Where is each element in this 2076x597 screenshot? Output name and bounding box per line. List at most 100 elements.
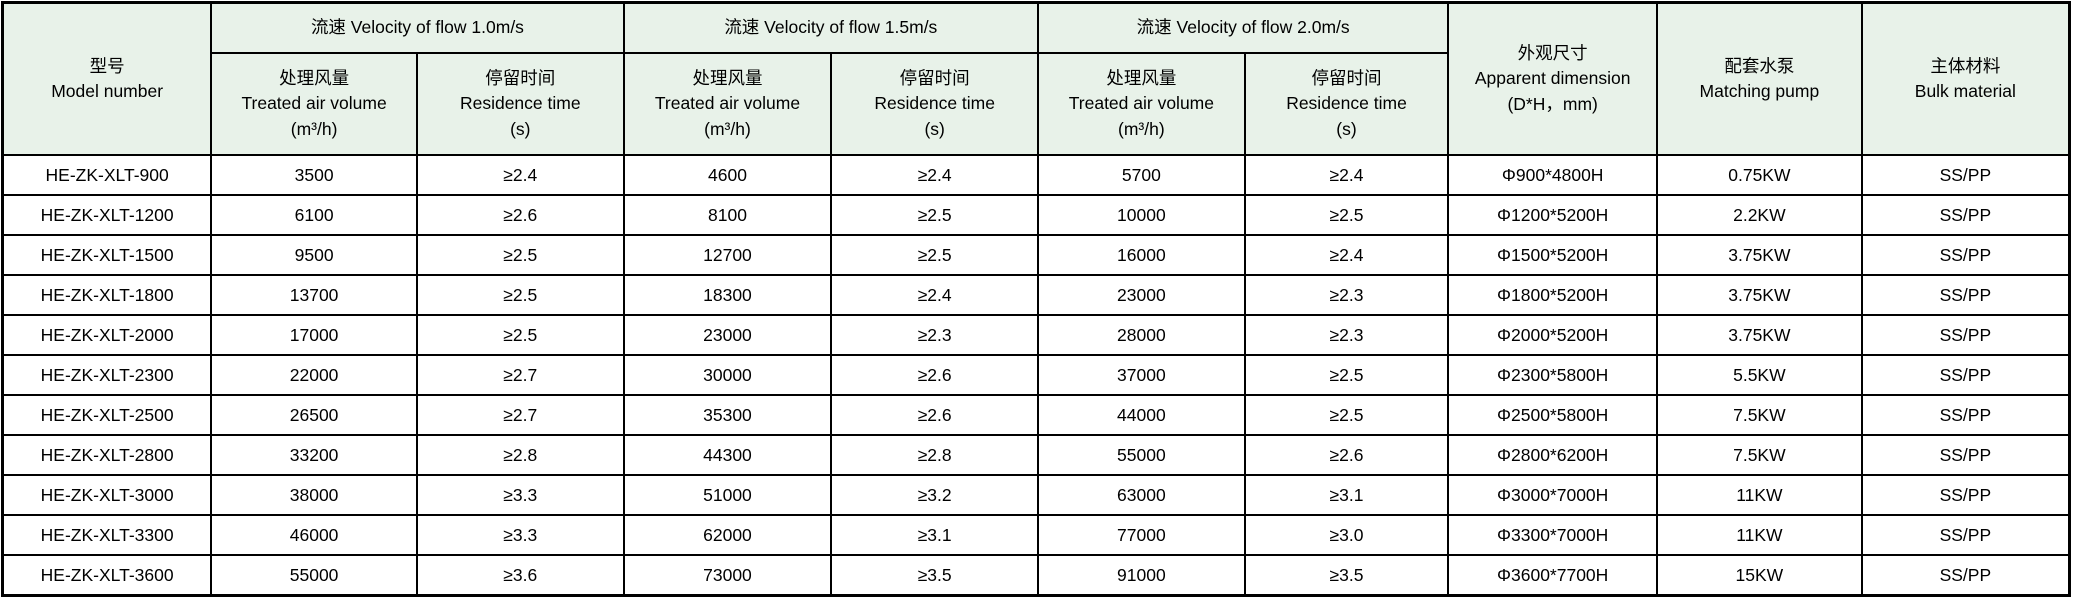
cell-bulk-material: SS/PP bbox=[1860, 154, 2071, 196]
header-pump-en: Matching pump bbox=[1699, 81, 1820, 101]
cell-apparent-dimension: Φ3000*7000H bbox=[1447, 474, 1659, 516]
cell-air-volume-1-5: 30000 bbox=[622, 354, 833, 396]
header-residence-unit: (s) bbox=[1336, 118, 1357, 139]
cell-air-volume-2-0: 23000 bbox=[1037, 274, 1246, 316]
header-air-volume-unit: (m³/h) bbox=[1118, 118, 1165, 139]
cell-model-number: HE-ZK-XLT-2300 bbox=[1, 354, 213, 396]
cell-air-volume-2-0: 5700 bbox=[1037, 154, 1246, 196]
header-air-volume-zh: 处理风量 bbox=[279, 67, 350, 88]
cell-residence-time-1-0: ≥3.3 bbox=[415, 514, 625, 556]
cell-air-volume-1-5: 44300 bbox=[622, 434, 833, 476]
cell-matching-pump: 0.75KW bbox=[1656, 154, 1863, 196]
cell-apparent-dimension: Φ1800*5200H bbox=[1447, 274, 1659, 316]
cell-air-volume-2-0: 77000 bbox=[1037, 514, 1246, 556]
cell-matching-pump: 7.5KW bbox=[1656, 434, 1863, 476]
cell-residence-time-2-0: ≥3.0 bbox=[1243, 514, 1450, 556]
table-row: HE-ZK-XLT-3300 46000 ≥3.3 62000 ≥3.1 77000 ≥3.… bbox=[1, 514, 2071, 556]
cell-bulk-material: SS/PP bbox=[1860, 274, 2071, 316]
header-residence-time-1-0: 停留时间 Residence time (s) bbox=[415, 52, 625, 156]
cell-apparent-dimension: Φ3600*7700H bbox=[1447, 554, 1659, 597]
cell-residence-time-1-5: ≥2.6 bbox=[830, 394, 1040, 436]
cell-residence-time-1-5: ≥2.5 bbox=[830, 234, 1040, 276]
cell-air-volume-2-0: 91000 bbox=[1037, 554, 1246, 597]
cell-model-number: HE-ZK-XLT-3000 bbox=[1, 474, 213, 516]
cell-air-volume-1-0: 55000 bbox=[210, 554, 418, 597]
cell-apparent-dimension: Φ2300*5800H bbox=[1447, 354, 1659, 396]
header-residence-zh: 停留时间 bbox=[1311, 67, 1382, 88]
header-velocity-group-1-5: 流速 Velocity of flow 1.5m/s bbox=[622, 1, 1040, 54]
header-residence-zh: 停留时间 bbox=[485, 67, 556, 88]
header-dimension-unit: (D*H，mm) bbox=[1507, 93, 1598, 114]
cell-residence-time-2-0: ≥2.3 bbox=[1243, 314, 1450, 356]
cell-apparent-dimension: Φ1500*5200H bbox=[1447, 234, 1659, 276]
header-dimension-en: Apparent dimension bbox=[1474, 68, 1631, 89]
header-air-volume-unit: (m³/h) bbox=[290, 118, 338, 139]
cell-residence-time-1-0: ≥2.4 bbox=[415, 154, 625, 196]
header-material-zh: 主体材料 bbox=[1930, 55, 2001, 76]
cell-model-number: HE-ZK-XLT-3600 bbox=[1, 554, 213, 597]
cell-residence-time-2-0: ≥2.3 bbox=[1243, 274, 1450, 316]
header-air-volume-en: Treated air volume bbox=[654, 93, 801, 114]
cell-residence-time-2-0: ≥2.5 bbox=[1243, 394, 1450, 436]
cell-air-volume-1-0: 6100 bbox=[210, 194, 418, 236]
cell-apparent-dimension: Φ900*4800H bbox=[1447, 154, 1659, 196]
cell-air-volume-1-5: 8100 bbox=[622, 194, 833, 236]
cell-apparent-dimension: Φ1200*5200H bbox=[1447, 194, 1659, 236]
cell-residence-time-1-5: ≥3.1 bbox=[830, 514, 1040, 556]
cell-air-volume-1-0: 46000 bbox=[210, 514, 418, 556]
cell-air-volume-1-5: 62000 bbox=[622, 514, 833, 556]
cell-bulk-material: SS/PP bbox=[1860, 234, 2071, 276]
cell-residence-time-2-0: ≥2.5 bbox=[1243, 354, 1450, 396]
header-group-row: 型号 Model number 流速 Velocity of flow 1.0m… bbox=[1, 1, 2071, 156]
header-residence-en: Residence time bbox=[874, 93, 995, 114]
header-model-number: 型号 Model number bbox=[1, 1, 213, 156]
table-row: HE-ZK-XLT-1500 9500 ≥2.5 12700 ≥2.5 16000 ≥2.4… bbox=[1, 234, 2071, 276]
cell-residence-time-1-0: ≥3.6 bbox=[415, 554, 625, 597]
cell-residence-time-1-0: ≥2.8 bbox=[415, 434, 625, 476]
cell-bulk-material: SS/PP bbox=[1860, 434, 2071, 476]
table-row: HE-ZK-XLT-2300 22000 ≥2.7 30000 ≥2.6 37000 ≥2.… bbox=[1, 354, 2071, 396]
cell-residence-time-1-5: ≥3.2 bbox=[830, 474, 1040, 516]
cell-residence-time-1-0: ≥2.7 bbox=[415, 394, 625, 436]
cell-residence-time-1-0: ≥2.7 bbox=[415, 354, 625, 396]
header-apparent-dimension: 外观尺寸 Apparent dimension (D*H，mm) bbox=[1447, 1, 1659, 156]
cell-air-volume-2-0: 28000 bbox=[1037, 314, 1246, 356]
cell-matching-pump: 3.75KW bbox=[1656, 234, 1863, 276]
cell-residence-time-1-0: ≥2.6 bbox=[415, 194, 625, 236]
cell-residence-time-1-5: ≥2.6 bbox=[830, 354, 1040, 396]
header-air-volume-unit: (m³/h) bbox=[704, 118, 751, 139]
cell-air-volume-1-0: 13700 bbox=[210, 274, 418, 316]
cell-matching-pump: 11KW bbox=[1656, 514, 1863, 556]
cell-residence-time-1-0: ≥3.3 bbox=[415, 474, 625, 516]
cell-apparent-dimension: Φ2800*6200H bbox=[1447, 434, 1659, 476]
header-bulk-material: 主体材料 Bulk material bbox=[1860, 1, 2071, 156]
cell-model-number: HE-ZK-XLT-1500 bbox=[1, 234, 213, 276]
cell-matching-pump: 3.75KW bbox=[1656, 274, 1863, 316]
cell-matching-pump: 2.2KW bbox=[1656, 194, 1863, 236]
header-matching-pump: 配套水泵 Matching pump bbox=[1656, 1, 1863, 156]
header-model-en: Model number bbox=[51, 81, 164, 101]
cell-residence-time-1-5: ≥2.8 bbox=[830, 434, 1040, 476]
cell-residence-time-2-0: ≥2.5 bbox=[1243, 194, 1450, 236]
cell-residence-time-2-0: ≥2.6 bbox=[1243, 434, 1450, 476]
cell-air-volume-1-0: 22000 bbox=[210, 354, 418, 396]
cell-residence-time-1-5: ≥3.5 bbox=[830, 554, 1040, 597]
table-row: HE-ZK-XLT-2500 26500 ≥2.7 35300 ≥2.6 44000 ≥2.… bbox=[1, 394, 2071, 436]
cell-apparent-dimension: Φ2500*5800H bbox=[1447, 394, 1659, 436]
header-velocity-group-2-0: 流速 Velocity of flow 2.0m/s bbox=[1037, 1, 1450, 54]
table-row: HE-ZK-XLT-2000 17000 ≥2.5 23000 ≥2.3 28000 ≥2.… bbox=[1, 314, 2071, 356]
header-material-en: Bulk material bbox=[1914, 81, 2016, 101]
cell-air-volume-1-0: 3500 bbox=[210, 154, 418, 196]
cell-bulk-material: SS/PP bbox=[1860, 194, 2071, 236]
table-header: 型号 Model number 流速 Velocity of flow 1.0m… bbox=[1, 1, 2071, 156]
cell-residence-time-1-5: ≥2.3 bbox=[830, 314, 1040, 356]
cell-matching-pump: 3.75KW bbox=[1656, 314, 1863, 356]
cell-residence-time-2-0: ≥2.4 bbox=[1243, 234, 1450, 276]
cell-bulk-material: SS/PP bbox=[1860, 354, 2071, 396]
cell-residence-time-1-0: ≥2.5 bbox=[415, 274, 625, 316]
cell-bulk-material: SS/PP bbox=[1860, 314, 2071, 356]
header-residence-zh: 停留时间 bbox=[899, 67, 970, 88]
header-air-volume-zh: 处理风量 bbox=[692, 67, 763, 88]
cell-matching-pump: 11KW bbox=[1656, 474, 1863, 516]
